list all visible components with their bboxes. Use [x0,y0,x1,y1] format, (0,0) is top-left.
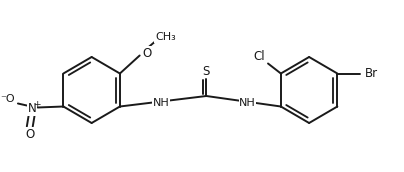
Text: NH: NH [239,98,256,108]
Text: S: S [203,64,210,78]
Text: N: N [27,102,36,115]
Text: Cl: Cl [253,50,265,63]
Text: NH: NH [153,98,170,108]
Text: CH₃: CH₃ [155,33,176,42]
Text: O: O [142,47,151,60]
Text: Br: Br [364,67,377,80]
Text: O: O [25,128,34,141]
Text: ⁻O: ⁻O [1,94,15,104]
Text: +: + [33,100,40,109]
